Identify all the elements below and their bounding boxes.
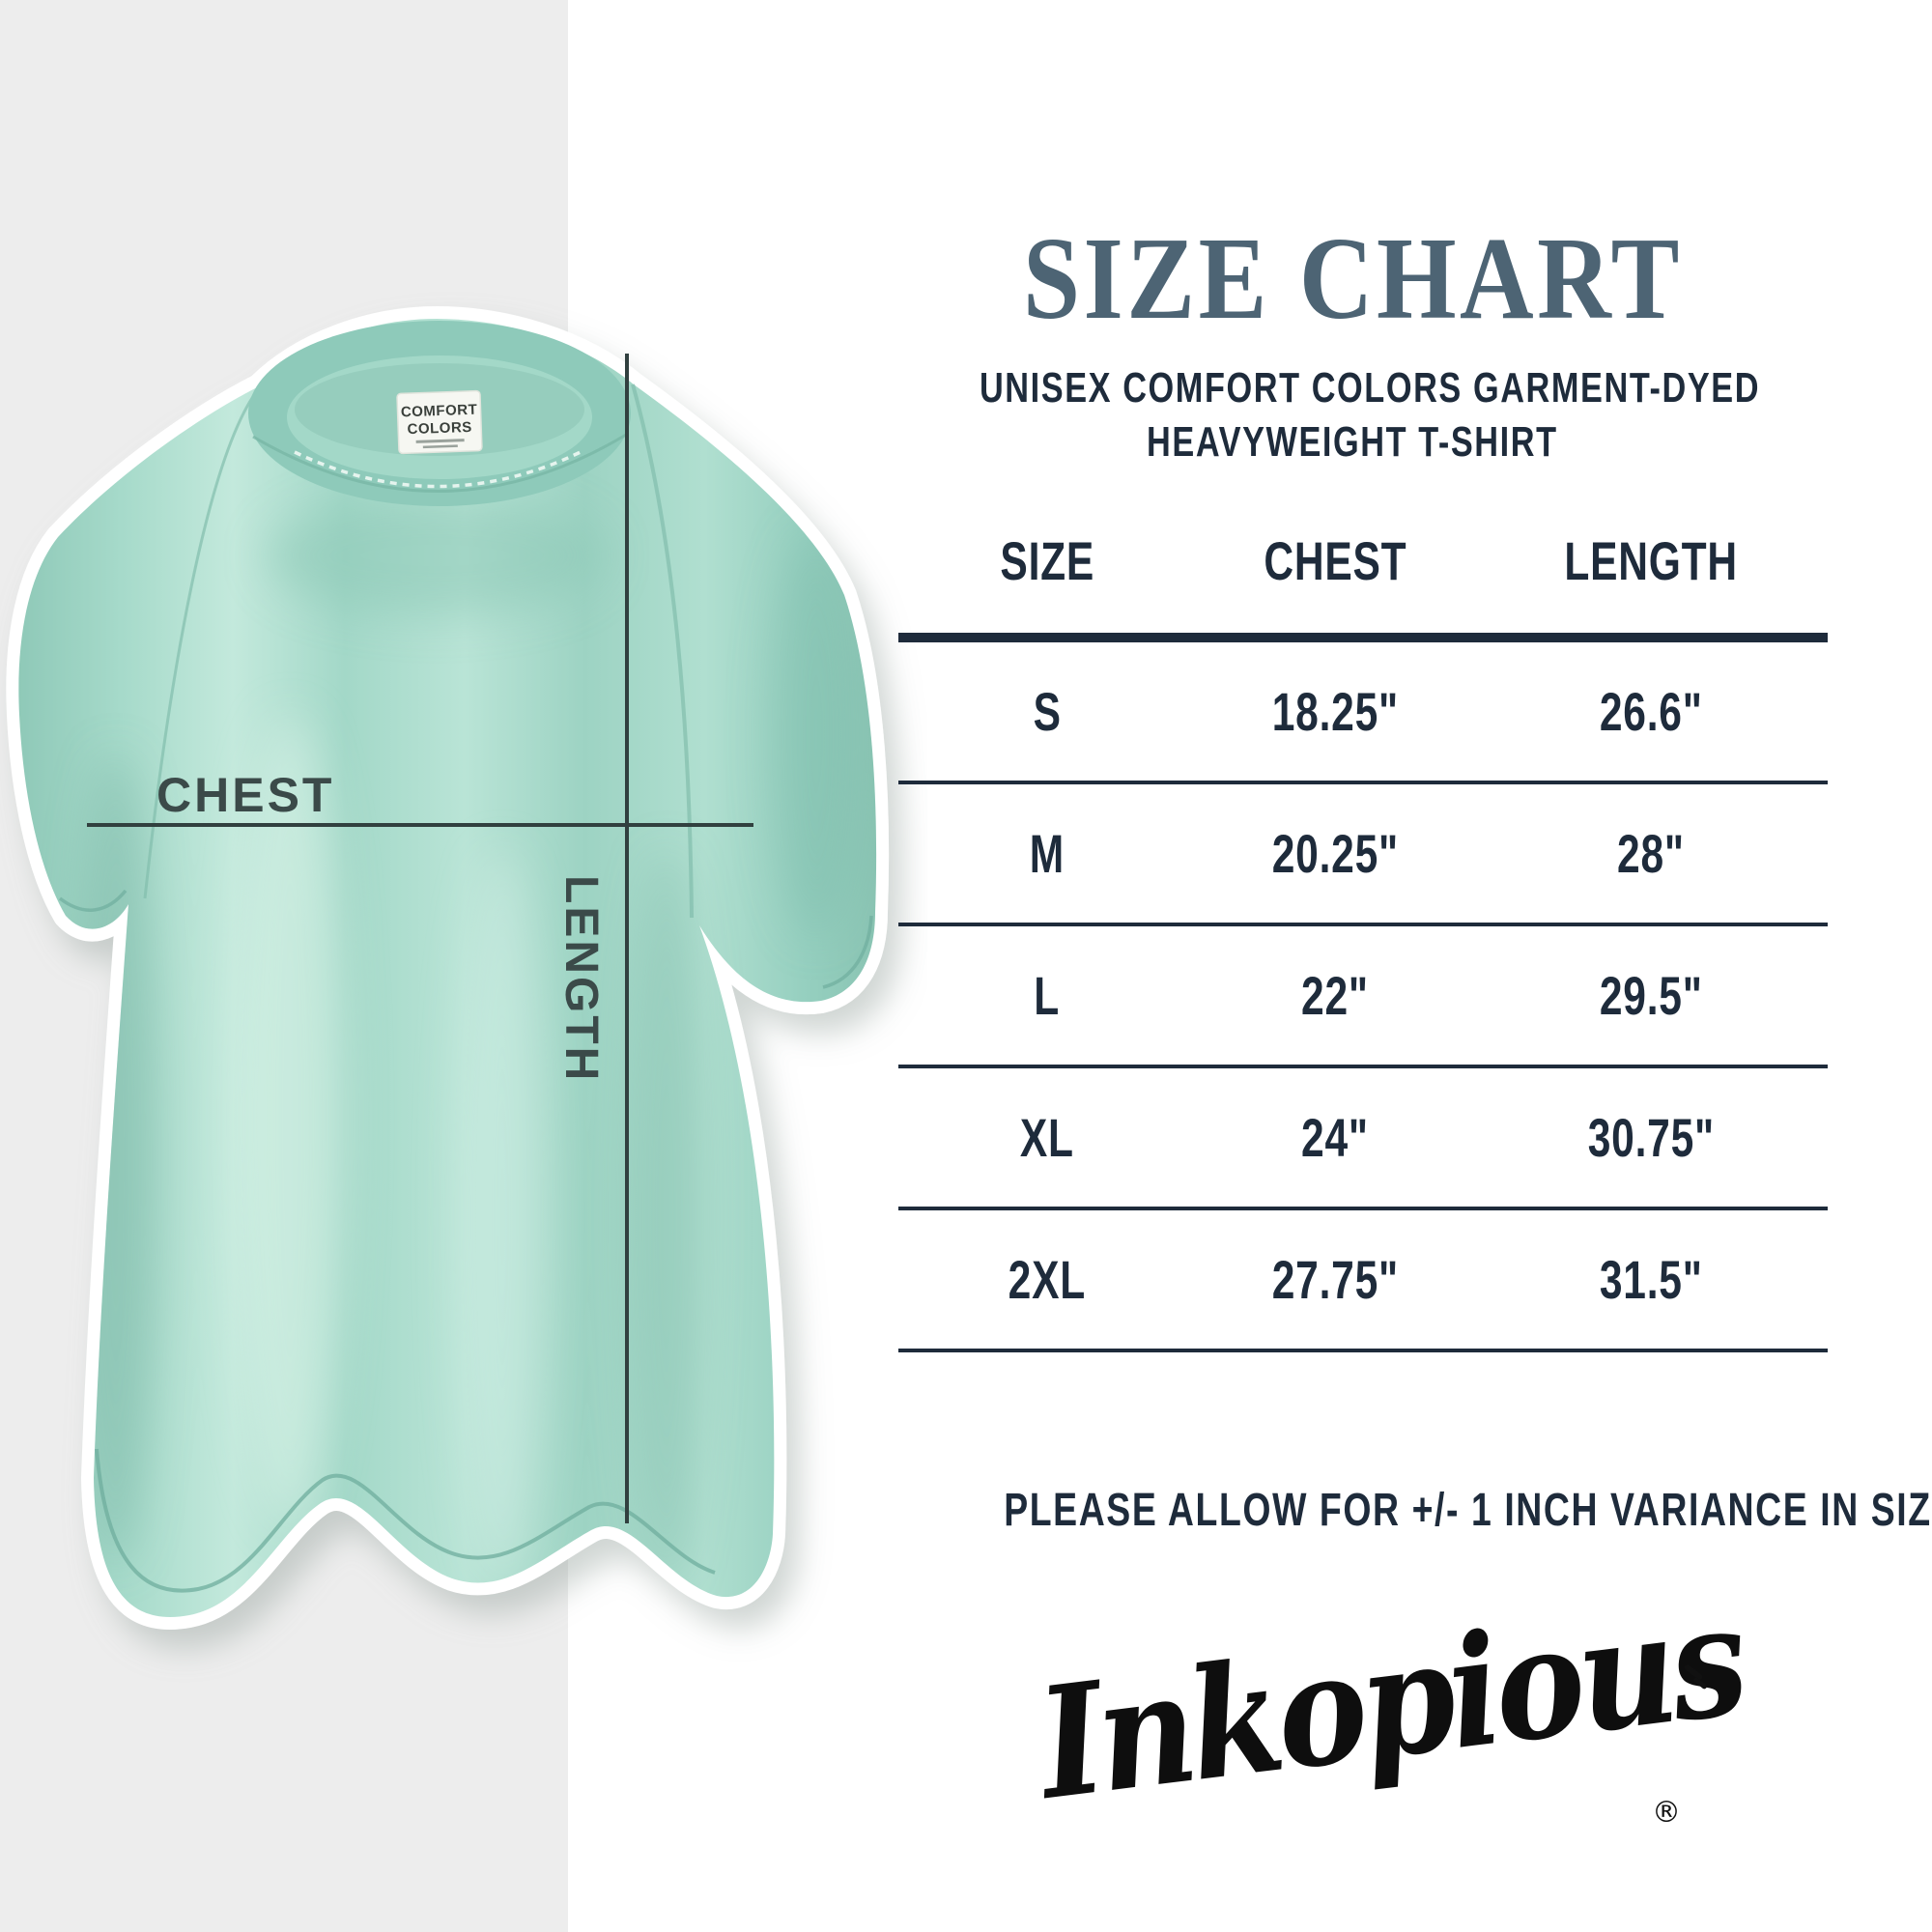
logo-flourish-icon: [1683, 1662, 1712, 1694]
cell-chest: 27.75": [1271, 1249, 1399, 1310]
page-title: SIZE CHART: [869, 220, 1835, 338]
cell-length: 29.5": [1599, 965, 1703, 1026]
measurement-annotations: CHEST LENGTH: [87, 354, 753, 1523]
cell-length: 28": [1617, 823, 1686, 884]
cell-chest: 24": [1301, 1107, 1370, 1168]
brand-logo: Inkopious ®: [985, 1571, 1797, 1855]
cell-chest: 20.25": [1271, 823, 1399, 884]
subtitle-line-1: UNISEX COMFORT COLORS GARMENT-DYED: [979, 364, 1761, 412]
header-cell-chest: CHEST: [1264, 529, 1407, 591]
table-row: M 20.25" 28": [898, 784, 1828, 926]
size-table: SIZE CHEST LENGTH S 18.25" 26.6" M 20.25…: [898, 488, 1828, 1352]
cell-length: 26.6": [1599, 681, 1703, 742]
brand-logo-text: Inkopious: [1030, 1571, 1752, 1834]
tshirt-photo: COMFORT COLORS CHEST LENGTH: [0, 232, 927, 1739]
cell-size: XL: [1019, 1107, 1074, 1168]
length-measure-label: LENGTH: [555, 875, 607, 1083]
table-row: 2XL 27.75" 31.5": [898, 1210, 1828, 1352]
cell-size: M: [1029, 823, 1065, 884]
page-title-text: SIZE CHART: [1022, 213, 1683, 344]
cell-chest: 22": [1301, 965, 1370, 1026]
chest-measure-label: CHEST: [156, 768, 334, 822]
subtitle-line-2: HEAVYWEIGHT T-SHIRT: [1147, 418, 1558, 466]
cell-size: L: [1034, 965, 1061, 1026]
table-row: XL 24" 30.75": [898, 1068, 1828, 1210]
header-cell-length: LENGTH: [1564, 529, 1738, 591]
registered-trademark-icon: ®: [1652, 1796, 1681, 1830]
table-header-row: SIZE CHEST LENGTH: [898, 488, 1828, 642]
subtitle: UNISEX COMFORT COLORS GARMENT-DYED HEAVY…: [869, 361, 1835, 469]
table-row: S 18.25" 26.6": [898, 642, 1828, 784]
fabric-folds: [75, 496, 861, 1584]
cell-size: 2XL: [1008, 1249, 1087, 1310]
header-cell-size: SIZE: [1000, 529, 1094, 591]
seam-lines: [58, 384, 873, 1593]
cell-chest: 18.25": [1271, 681, 1399, 742]
cell-length: 30.75": [1587, 1107, 1715, 1168]
cell-length: 31.5": [1599, 1249, 1703, 1310]
variance-note: PLEASE ALLOW FOR +/- 1 INCH VARIANCE IN …: [1004, 1485, 1932, 1536]
neck-tag: COMFORT COLORS: [396, 389, 483, 455]
cell-size: S: [1033, 681, 1062, 742]
table-row: L 22" 29.5": [898, 926, 1828, 1068]
tag-brand-line2: COLORS: [407, 419, 472, 438]
tag-brand-line1: COMFORT: [401, 402, 478, 421]
